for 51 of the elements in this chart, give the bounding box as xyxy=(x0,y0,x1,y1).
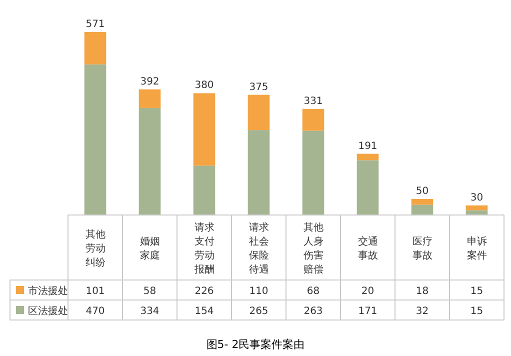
legend-label: 区法援处 xyxy=(28,305,68,317)
total-label: 571 xyxy=(86,19,105,30)
bar xyxy=(248,130,270,215)
total-label: 380 xyxy=(194,80,214,92)
bar xyxy=(356,154,379,160)
x-tick-label: 申诉案件 xyxy=(466,236,487,262)
data-label: 15 xyxy=(470,306,484,317)
x-tick-label: 请求社会保险待遇 xyxy=(248,222,269,276)
x-tick-label: 交通事故 xyxy=(358,236,378,262)
legend-label: 市法援处 xyxy=(28,285,68,297)
data-label: 265 xyxy=(249,306,268,317)
data-label: 334 xyxy=(140,306,160,317)
text: 图5- 2民事案件案由 xyxy=(206,338,305,351)
bar xyxy=(138,89,161,108)
data-label: 263 xyxy=(304,306,323,317)
bar xyxy=(193,93,216,166)
x-tick-label: 请求支付劳动报酬 xyxy=(193,222,214,276)
bar xyxy=(302,108,324,131)
bar xyxy=(356,160,379,215)
data-label: 226 xyxy=(194,286,214,297)
data-label: 110 xyxy=(249,286,268,297)
total-label: 30 xyxy=(470,192,484,204)
bar xyxy=(466,205,488,210)
data-label: 32 xyxy=(416,306,429,317)
bar xyxy=(193,166,216,215)
total-label: 331 xyxy=(304,96,323,107)
bar xyxy=(84,32,106,64)
bar xyxy=(466,210,488,215)
data-label: 101 xyxy=(86,286,105,297)
bar xyxy=(411,198,434,205)
total-label: 392 xyxy=(140,76,160,88)
x-tick-label: 医疗事故 xyxy=(412,236,432,262)
total-label: 191 xyxy=(358,140,378,152)
total-label: 375 xyxy=(249,82,268,93)
bar xyxy=(138,108,161,215)
data-label: 68 xyxy=(306,286,320,297)
data-label: 58 xyxy=(143,286,156,297)
data-label: 154 xyxy=(194,306,214,317)
bar xyxy=(302,130,324,215)
data-label: 470 xyxy=(86,306,105,317)
bar xyxy=(84,64,106,215)
data-label: 15 xyxy=(470,286,484,297)
data-label: 20 xyxy=(361,286,374,297)
data-label: 171 xyxy=(358,306,378,317)
bar xyxy=(411,204,434,215)
x-tick-label: 其他劳动纠纷 xyxy=(85,228,106,268)
x-tick-label: 婚姻家庭 xyxy=(140,236,160,262)
bar xyxy=(248,94,270,130)
x-tick-label: 其他人身伤害赔偿 xyxy=(303,222,324,276)
data-label: 18 xyxy=(416,286,429,297)
total-label: 50 xyxy=(416,186,429,197)
